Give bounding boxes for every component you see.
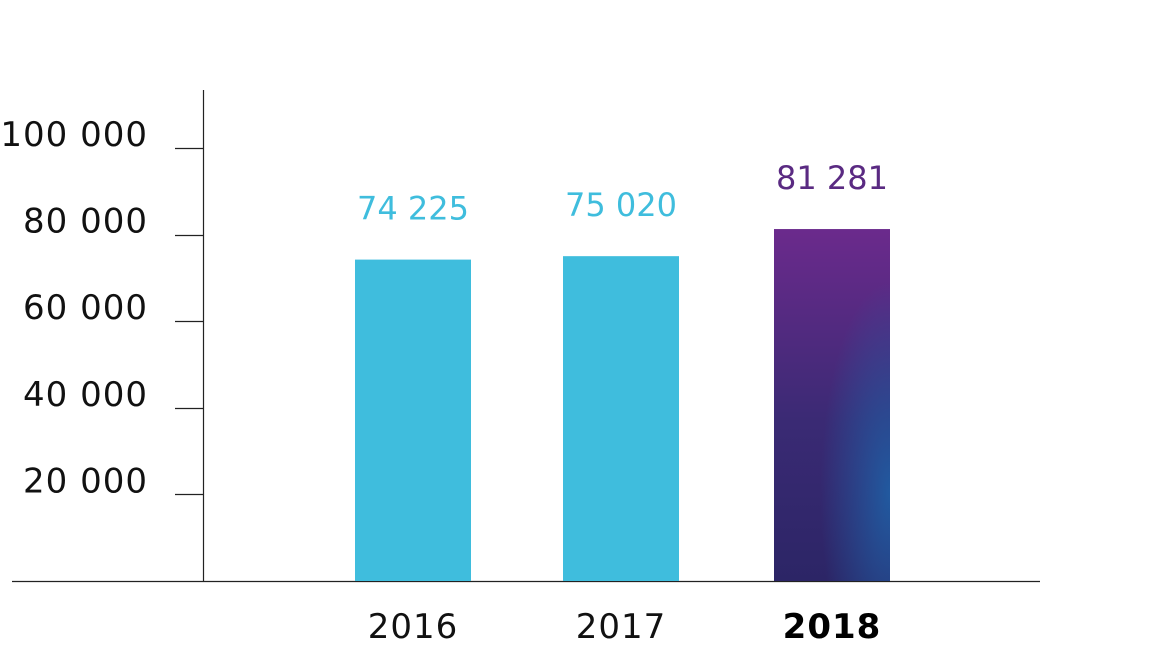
value-label-2018: 81 281	[776, 159, 888, 197]
bar-2017	[563, 256, 679, 581]
category-label-2016: 2016	[368, 607, 459, 647]
y-tick-label: 80 000	[23, 202, 148, 242]
y-tick-label: 60 000	[23, 288, 148, 328]
category-label-2017: 2017	[576, 607, 667, 647]
value-label-2017: 75 020	[565, 186, 677, 224]
y-axis-ticks: 20 000 40 000 60 000 80 000 100 000	[0, 115, 203, 501]
y-tick-label: 20 000	[23, 461, 148, 501]
y-tick-label: 100 000	[0, 115, 148, 155]
bar-2018-accent	[774, 229, 890, 581]
bars	[355, 229, 890, 581]
bar-2016	[355, 259, 471, 581]
value-label-2016: 74 225	[357, 190, 469, 228]
labels: 74 225 2016 75 020 2017 81 281 2018	[357, 159, 888, 647]
y-tick-label: 40 000	[23, 375, 148, 415]
category-label-2018: 2018	[783, 607, 882, 647]
